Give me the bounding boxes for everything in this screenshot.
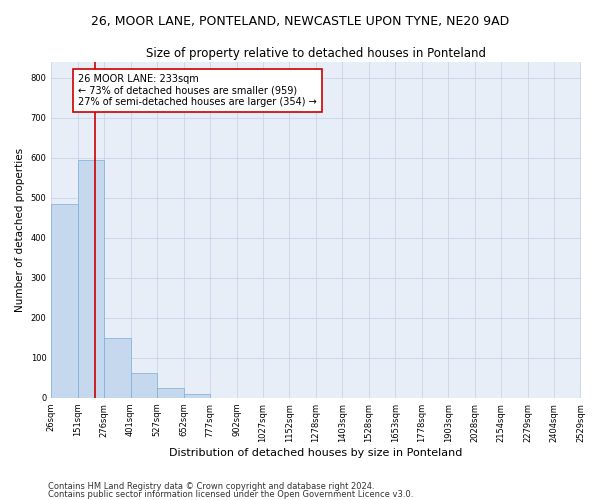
Text: 26, MOOR LANE, PONTELAND, NEWCASTLE UPON TYNE, NE20 9AD: 26, MOOR LANE, PONTELAND, NEWCASTLE UPON…: [91, 15, 509, 28]
Title: Size of property relative to detached houses in Ponteland: Size of property relative to detached ho…: [146, 48, 486, 60]
Bar: [104, 338, 131, 398]
Bar: [131, 373, 157, 398]
Y-axis label: Number of detached properties: Number of detached properties: [15, 148, 25, 312]
Text: Contains HM Land Registry data © Crown copyright and database right 2024.: Contains HM Land Registry data © Crown c…: [48, 482, 374, 491]
Bar: [184, 394, 210, 398]
Text: Contains public sector information licensed under the Open Government Licence v3: Contains public sector information licen…: [48, 490, 413, 499]
Text: 26 MOOR LANE: 233sqm
← 73% of detached houses are smaller (959)
27% of semi-deta: 26 MOOR LANE: 233sqm ← 73% of detached h…: [78, 74, 317, 107]
X-axis label: Distribution of detached houses by size in Ponteland: Distribution of detached houses by size …: [169, 448, 463, 458]
Bar: [157, 388, 184, 398]
Bar: [78, 160, 104, 398]
Bar: [51, 204, 78, 398]
